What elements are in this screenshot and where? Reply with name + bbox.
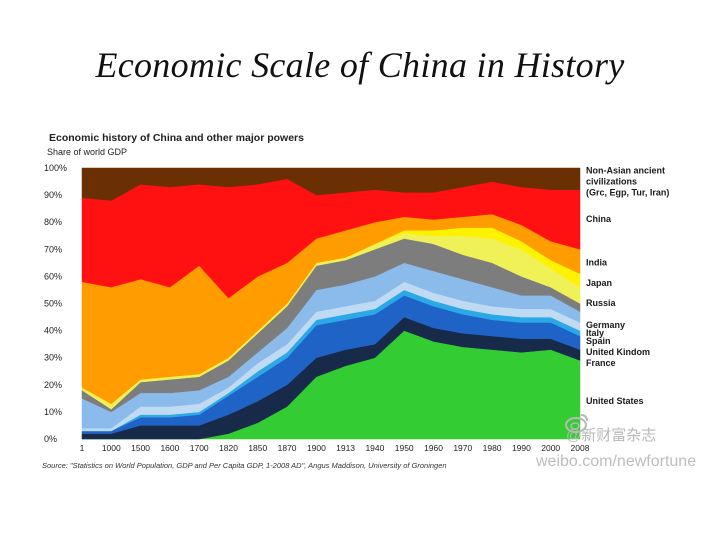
x-tick-label: 1980 (483, 443, 502, 453)
chart-figure: Economic history of China and other majo… (40, 128, 696, 480)
x-tick-label: 1500 (131, 443, 150, 453)
weibo-logo-icon (565, 414, 588, 433)
x-axis: 1 1000 1500 1600 1700 1820 1850 1870 1900 1913 194… (80, 443, 590, 453)
y-tick-label: 60% (44, 271, 62, 281)
legend-label: United States (586, 396, 644, 406)
legend-label: Germany (586, 320, 625, 330)
x-tick-label: 2000 (541, 443, 560, 453)
chart-title: Economic history of China and other majo… (49, 132, 304, 144)
x-tick-label: 2008 (571, 443, 590, 453)
legend-label: Italy (586, 328, 604, 338)
chart-subtitle: Share of world GDP (47, 147, 128, 157)
legend-label: India (586, 258, 608, 268)
x-tick-label: 1820 (219, 443, 238, 453)
chart-areas (81, 167, 581, 440)
chart-source: Source: "Statistics on World Population,… (42, 461, 447, 470)
x-tick-label: 1 (80, 443, 85, 453)
y-tick-label: 100% (44, 163, 67, 173)
legend-label: China (586, 214, 612, 224)
x-tick-label: 1700 (190, 443, 209, 453)
legend-label: Non-Asian ancient (586, 165, 665, 175)
legend-label: Spain (586, 336, 611, 346)
legend-label: France (586, 358, 616, 368)
x-tick-label: 1850 (248, 443, 267, 453)
y-tick-label: 70% (44, 244, 62, 254)
legend-label: civilizations (586, 176, 637, 186)
x-tick-label: 1913 (336, 443, 355, 453)
x-tick-label: 1970 (453, 443, 472, 453)
y-tick-label: 10% (44, 407, 62, 417)
x-tick-label: 1990 (512, 443, 531, 453)
y-tick-label: 50% (44, 299, 62, 309)
y-tick-label: 0% (44, 434, 57, 444)
y-tick-label: 40% (44, 326, 62, 336)
y-tick-label: 80% (44, 217, 62, 227)
watermark-url: weibo.com/newfortune (536, 453, 697, 470)
x-tick-label: 1600 (160, 443, 179, 453)
y-axis: 0% 10% 20% 30% 40% 50% 60% 70% 80% 90% 100% (44, 163, 67, 444)
x-tick-label: 1900 (307, 443, 326, 453)
x-tick-label: 1950 (395, 443, 414, 453)
area-other-11 (81, 167, 581, 201)
x-tick-label: 1870 (278, 443, 297, 453)
legend-label: United Kindom (586, 347, 650, 357)
x-tick-label: 1940 (365, 443, 384, 453)
slide-title: Economic Scale of China in History (95, 45, 625, 85)
watermark-handle: @新财富杂志 (566, 427, 657, 444)
legend-label: (Grc, Egp, Tur, Iran) (586, 187, 669, 197)
y-tick-label: 30% (44, 353, 62, 363)
stacked-area-chart: 0%10%20%30%40%50%60%70%80%90%100% 1 1000 1… (44, 163, 669, 453)
legend-label: Japan (586, 278, 612, 288)
legend-label: Russia (586, 298, 617, 308)
x-tick-label: 1000 (102, 443, 121, 453)
y-tick-label: 20% (44, 380, 62, 390)
y-tick-label: 90% (44, 190, 62, 200)
x-tick-label: 1960 (424, 443, 443, 453)
